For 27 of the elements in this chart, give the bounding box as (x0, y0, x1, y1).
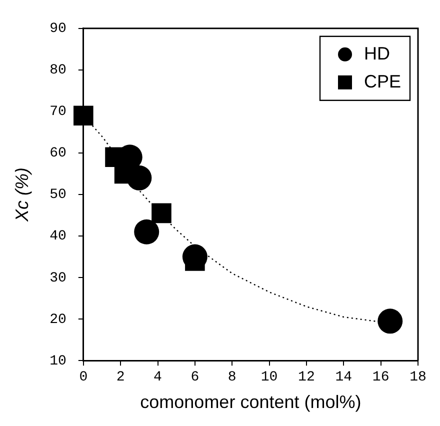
y-tick-label: 20 (50, 312, 66, 328)
x-axis-title: comonomer content (mol%) (140, 392, 362, 412)
y-tick-label: 50 (50, 187, 66, 204)
x-tick-label: 18 (410, 370, 426, 386)
point (378, 308, 403, 334)
y-axis-title: Xc (%) (12, 168, 32, 222)
y-tick-label: 10 (50, 353, 66, 370)
x-tick-label: 6 (190, 370, 200, 386)
point (152, 203, 172, 224)
y-tick-label: 90 (50, 21, 66, 38)
y-tick-label: 60 (50, 146, 66, 162)
point (74, 106, 94, 126)
x-tick-label: 4 (154, 370, 162, 386)
x-tick-label: 12 (298, 370, 315, 386)
legend-label: HD (364, 43, 390, 64)
y-tick-label: 30 (50, 270, 66, 286)
x-tick-label: 0 (79, 370, 88, 386)
y-tick-label: 40 (50, 228, 66, 245)
point (134, 219, 160, 244)
x-tick-label: 14 (335, 370, 352, 386)
x-tick-label: 10 (260, 370, 278, 386)
y-tick-label: 80 (50, 62, 66, 79)
x-tick-label: 8 (228, 370, 236, 386)
legend-label: CPE (364, 71, 402, 92)
x-tick-label: 16 (372, 370, 390, 386)
y-tick-label: 70 (50, 104, 66, 120)
x-tick-label: 2 (116, 370, 125, 386)
